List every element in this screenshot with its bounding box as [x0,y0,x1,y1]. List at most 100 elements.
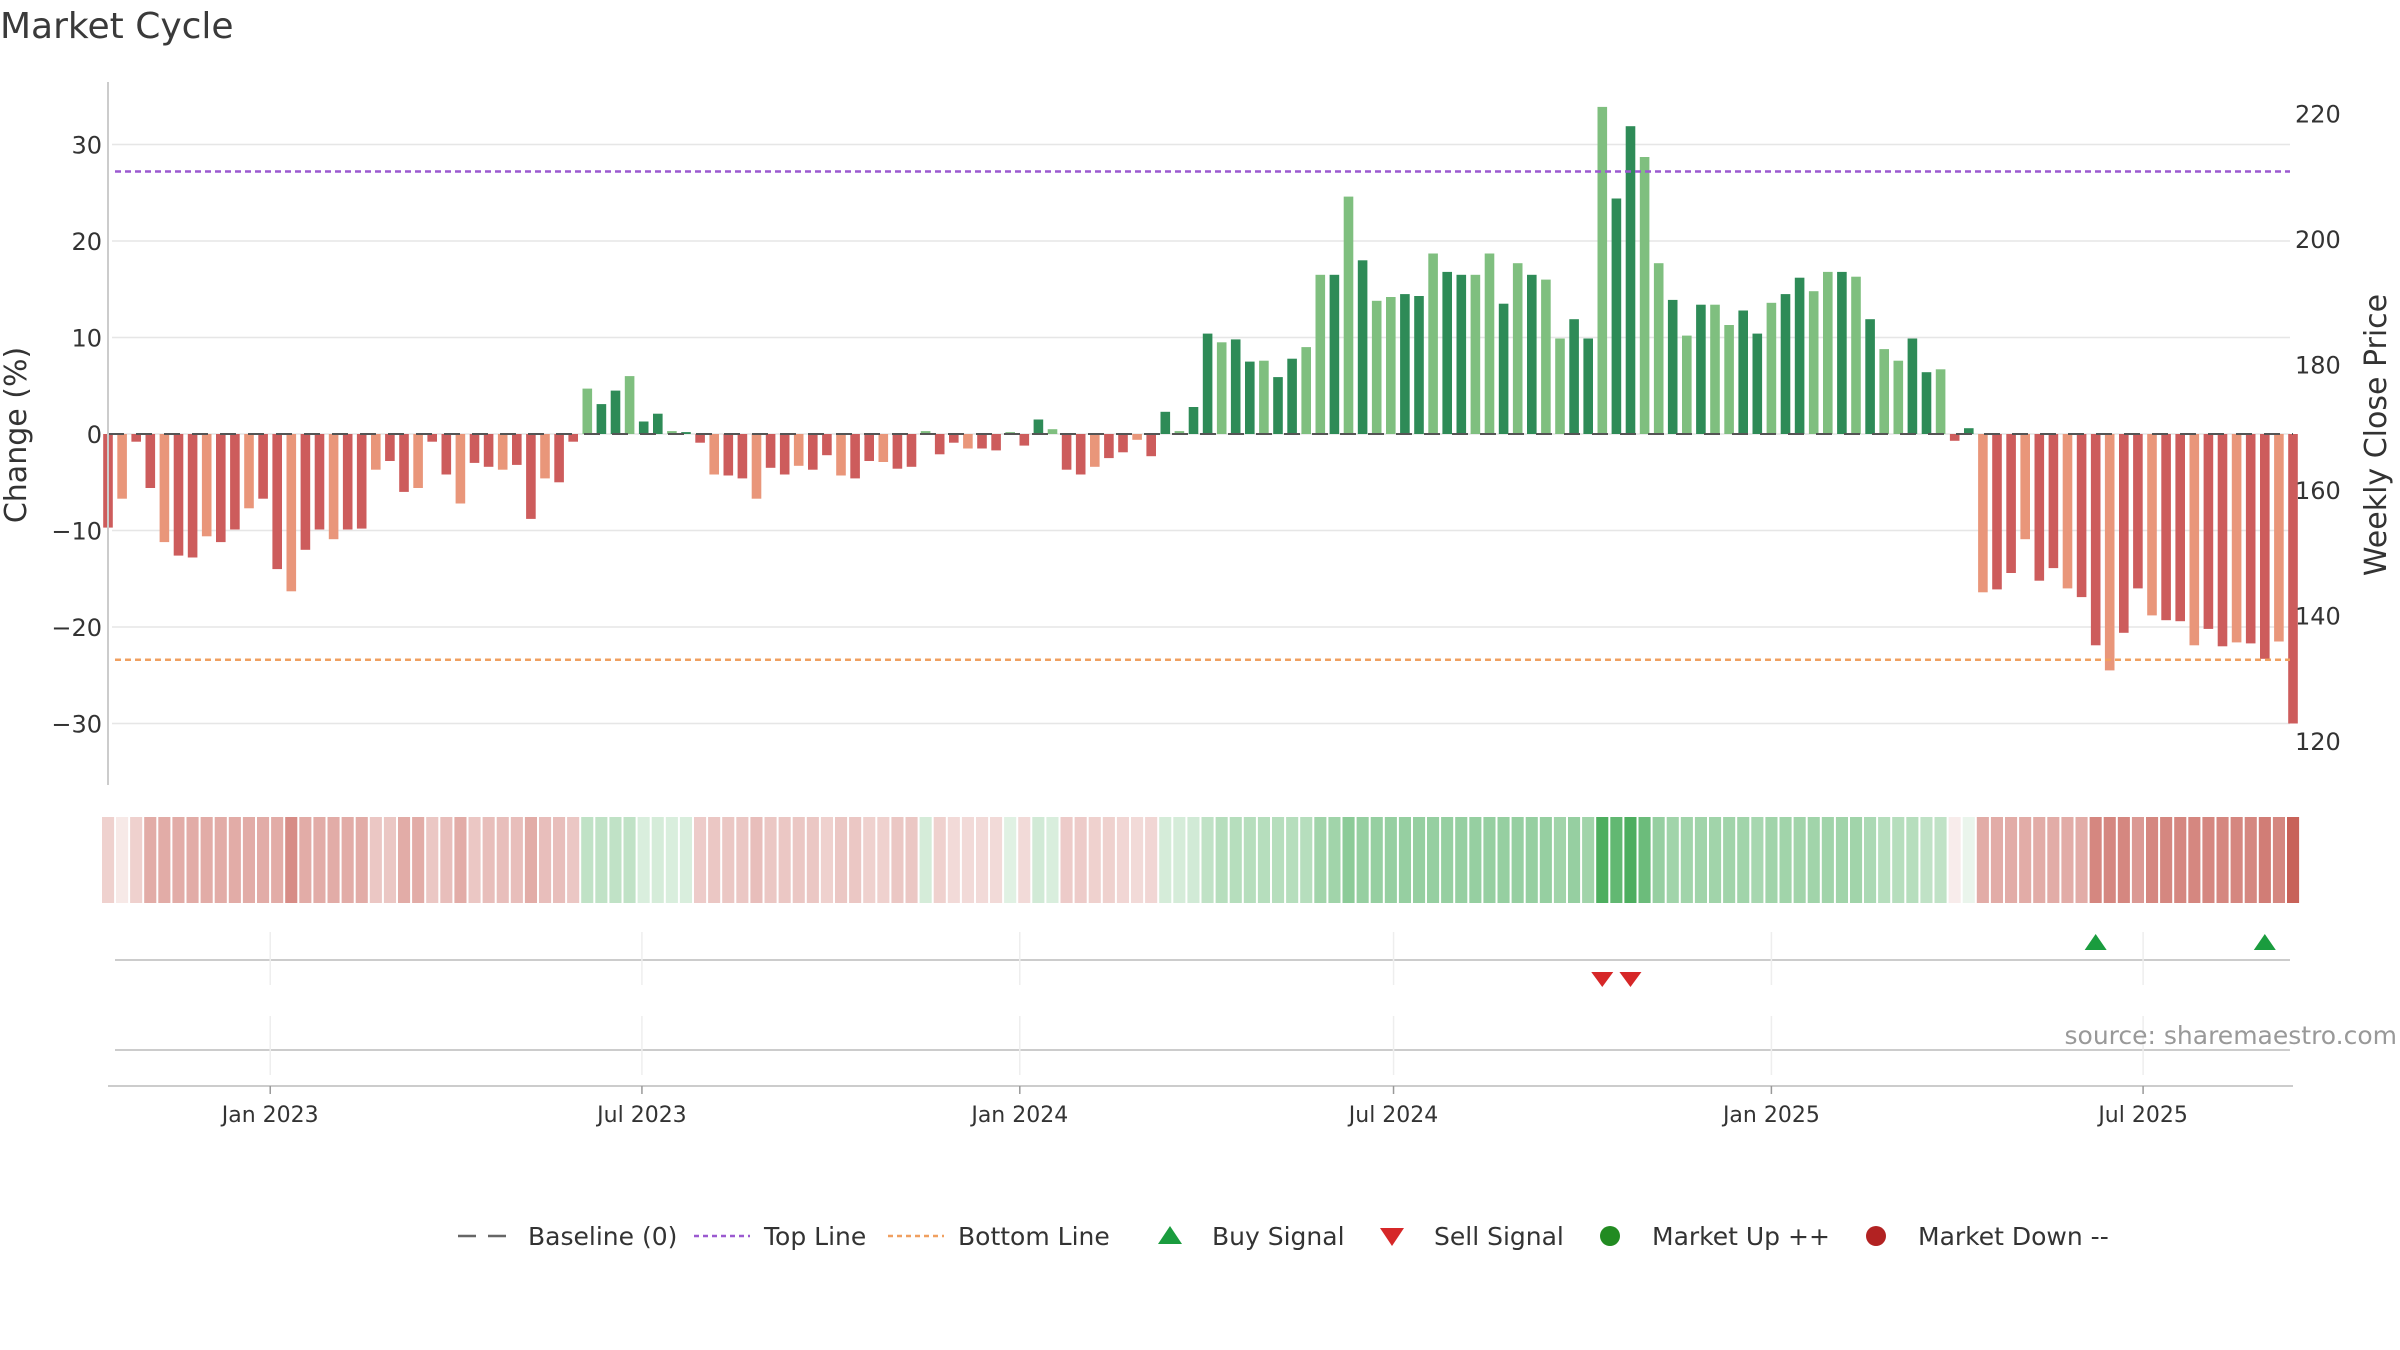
bar [201,434,212,537]
bar [653,413,663,434]
bar [892,434,903,469]
heat-cell [313,817,326,903]
heat-cell [1483,817,1496,903]
sell-signal-marker [1591,972,1614,987]
bar [1639,157,1650,434]
heat-cell [1116,817,1129,903]
y2-tick-label: 180 [2295,351,2341,379]
heat-cell [2244,817,2257,903]
heat-strip [102,817,2300,903]
bar [1386,297,1396,434]
bar [723,434,734,476]
heat-cell [1694,817,1707,903]
bar [2062,434,2073,589]
bar [1823,271,1833,434]
heat-cell [1793,817,1806,903]
bar [920,431,931,434]
bar [1301,347,1311,434]
y-axis-title: Change (%) [0,347,34,523]
y2-tick-label: 140 [2295,603,2341,631]
heat-cell [1638,817,1651,903]
heat-cell [454,817,467,903]
heat-cell [510,817,523,903]
heat-cell [990,817,1003,903]
bar [850,434,860,479]
bar [1033,419,1044,434]
bar [314,434,325,530]
heat-cell [228,817,241,903]
bar [1724,325,1734,434]
bar [131,434,141,442]
bar [667,431,677,434]
bar [977,434,987,449]
heat-cell [1497,817,1510,903]
heat-cell [1666,817,1679,903]
bar [1329,274,1340,434]
bar [1865,319,1875,434]
bar [1216,342,1227,434]
heat-cell [961,817,974,903]
heat-cell [2131,817,2144,903]
bar [836,434,846,476]
bar [1047,429,1058,434]
heat-cell [1455,817,1468,903]
bar [2133,434,2143,589]
x-tick-label: Jan 2023 [220,1103,319,1128]
heat-cell [1934,817,1947,903]
bar [1527,274,1537,434]
bar [497,434,508,470]
bar [1569,319,1579,434]
bar [399,434,409,492]
heat-cell [1004,817,1017,903]
heat-cell [2272,817,2285,903]
heat-cell [1060,817,1073,903]
bar [1964,428,1974,434]
bar [2189,434,2200,646]
bar [1752,333,1763,434]
bar [272,434,282,570]
buy-signal-marker [2253,934,2276,950]
bar [638,421,649,434]
heat-cell [553,817,566,903]
heat-cell [2005,817,2018,903]
heat-cell [1243,817,1256,903]
y-tick-label: −10 [51,518,102,546]
heat-cell [1948,817,1961,903]
heat-cell [1765,817,1778,903]
legend-swatch-up [1600,1226,1620,1246]
bar [216,434,226,543]
legend-swatch-buy [1158,1226,1182,1244]
heat-cell [764,817,777,903]
heat-cell [1990,817,2003,903]
heat-cell [2202,817,2215,903]
heat-cell [158,817,171,903]
bar [1273,377,1283,434]
heat-cell [1131,817,1144,903]
heat-cell [355,817,368,903]
bar [117,434,127,499]
heat-cell [806,817,819,903]
bar [1075,434,1086,475]
bar [371,434,381,470]
bar [441,434,452,475]
bar [949,434,959,443]
bar [822,434,832,456]
y-tick-label: 20 [71,228,102,256]
legend-label: Market Up ++ [1652,1222,1830,1251]
heat-cell [1920,817,1933,903]
heat-cell [1328,817,1341,903]
heat-cell [1596,817,1609,903]
bar [2119,434,2129,633]
legend-label: Market Down -- [1918,1222,2109,1251]
heat-cell [1850,817,1863,903]
legend: Baseline (0) Top Line Bottom Line Buy Signa… [458,1222,2109,1251]
bar [1682,335,1692,434]
heat-cell [1398,817,1411,903]
heat-cell [1215,817,1228,903]
bar [2217,434,2228,647]
heat-cell [1582,817,1595,903]
heat-cell [2174,817,2187,903]
bar [1470,274,1481,434]
heat-cell [214,817,227,903]
